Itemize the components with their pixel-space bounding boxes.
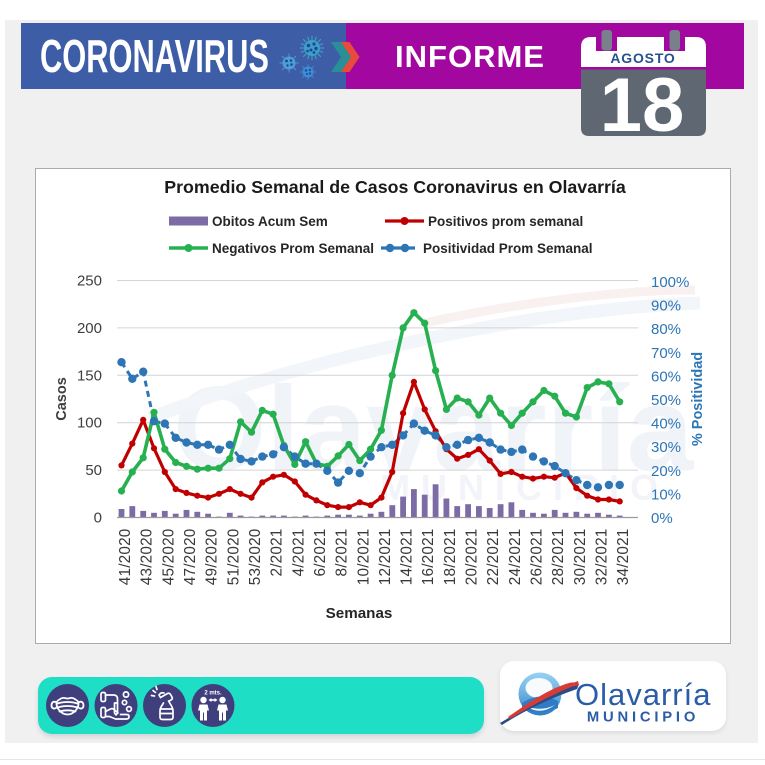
svg-text:40%: 40% <box>651 416 681 433</box>
svg-text:53/2020: 53/2020 <box>247 529 264 586</box>
svg-text:Negativos Prom Semanal: Negativos Prom Semanal <box>212 241 374 256</box>
svg-text:16/2021: 16/2021 <box>420 529 437 586</box>
svg-text:Promedio Semanal de Casos Coro: Promedio Semanal de Casos Coronavirus en… <box>164 177 626 197</box>
svg-text:30%: 30% <box>651 439 681 456</box>
svg-text:% Positividad: % Positividad <box>690 352 706 446</box>
svg-text:50: 50 <box>85 462 102 479</box>
svg-text:Semanas: Semanas <box>326 605 393 622</box>
svg-text:43/2020: 43/2020 <box>139 529 156 586</box>
svg-text:49/2020: 49/2020 <box>204 529 221 586</box>
svg-text:AGOSTO: AGOSTO <box>610 50 675 66</box>
svg-text:200: 200 <box>77 320 102 337</box>
svg-text:4/2021: 4/2021 <box>290 529 307 577</box>
svg-text:Positivos prom semanal: Positivos prom semanal <box>428 214 583 229</box>
svg-text:Olavarría: Olavarría <box>575 677 711 712</box>
svg-text:14/2021: 14/2021 <box>399 529 416 586</box>
svg-text:6/2021: 6/2021 <box>312 529 329 577</box>
svg-text:26/2021: 26/2021 <box>529 529 546 586</box>
svg-text:100%: 100% <box>651 274 689 291</box>
svg-text:34/2021: 34/2021 <box>615 529 632 586</box>
svg-text:47/2020: 47/2020 <box>182 529 199 586</box>
svg-text:8/2021: 8/2021 <box>334 529 351 577</box>
svg-text:18: 18 <box>600 63 685 140</box>
svg-text:Obitos Acum Sem: Obitos Acum Sem <box>212 214 328 229</box>
svg-text:12/2021: 12/2021 <box>377 529 394 586</box>
svg-text:24/2021: 24/2021 <box>507 529 524 586</box>
svg-text:100: 100 <box>77 415 102 432</box>
svg-text:22/2021: 22/2021 <box>485 529 502 586</box>
svg-text:18/2021: 18/2021 <box>442 529 459 586</box>
svg-text:51/2020: 51/2020 <box>225 529 242 586</box>
svg-text:50%: 50% <box>651 392 681 409</box>
svg-text:10%: 10% <box>651 486 681 503</box>
svg-text:10/2021: 10/2021 <box>355 529 372 586</box>
svg-text:28/2021: 28/2021 <box>550 529 567 586</box>
svg-text:2/2021: 2/2021 <box>269 529 286 577</box>
svg-text:0: 0 <box>94 510 102 527</box>
svg-text:20%: 20% <box>651 463 681 480</box>
svg-text:150: 150 <box>77 367 102 384</box>
svg-text:30/2021: 30/2021 <box>572 529 589 586</box>
svg-text:45/2020: 45/2020 <box>160 529 177 586</box>
svg-text:250: 250 <box>77 273 102 290</box>
svg-text:60%: 60% <box>651 368 681 385</box>
svg-text:32/2021: 32/2021 <box>594 529 611 586</box>
svg-text:80%: 80% <box>651 321 681 338</box>
svg-text:2 mts.: 2 mts. <box>204 691 222 697</box>
svg-text:MUNICIPIO: MUNICIPIO <box>587 710 699 726</box>
svg-text:Casos: Casos <box>54 377 70 421</box>
svg-text:90%: 90% <box>651 298 681 315</box>
svg-text:Positividad Prom Semanal: Positividad Prom Semanal <box>423 241 593 256</box>
svg-text:20/2021: 20/2021 <box>464 529 481 586</box>
svg-text:41/2020: 41/2020 <box>117 529 134 586</box>
svg-text:70%: 70% <box>651 345 681 362</box>
svg-text:0%: 0% <box>651 510 673 527</box>
